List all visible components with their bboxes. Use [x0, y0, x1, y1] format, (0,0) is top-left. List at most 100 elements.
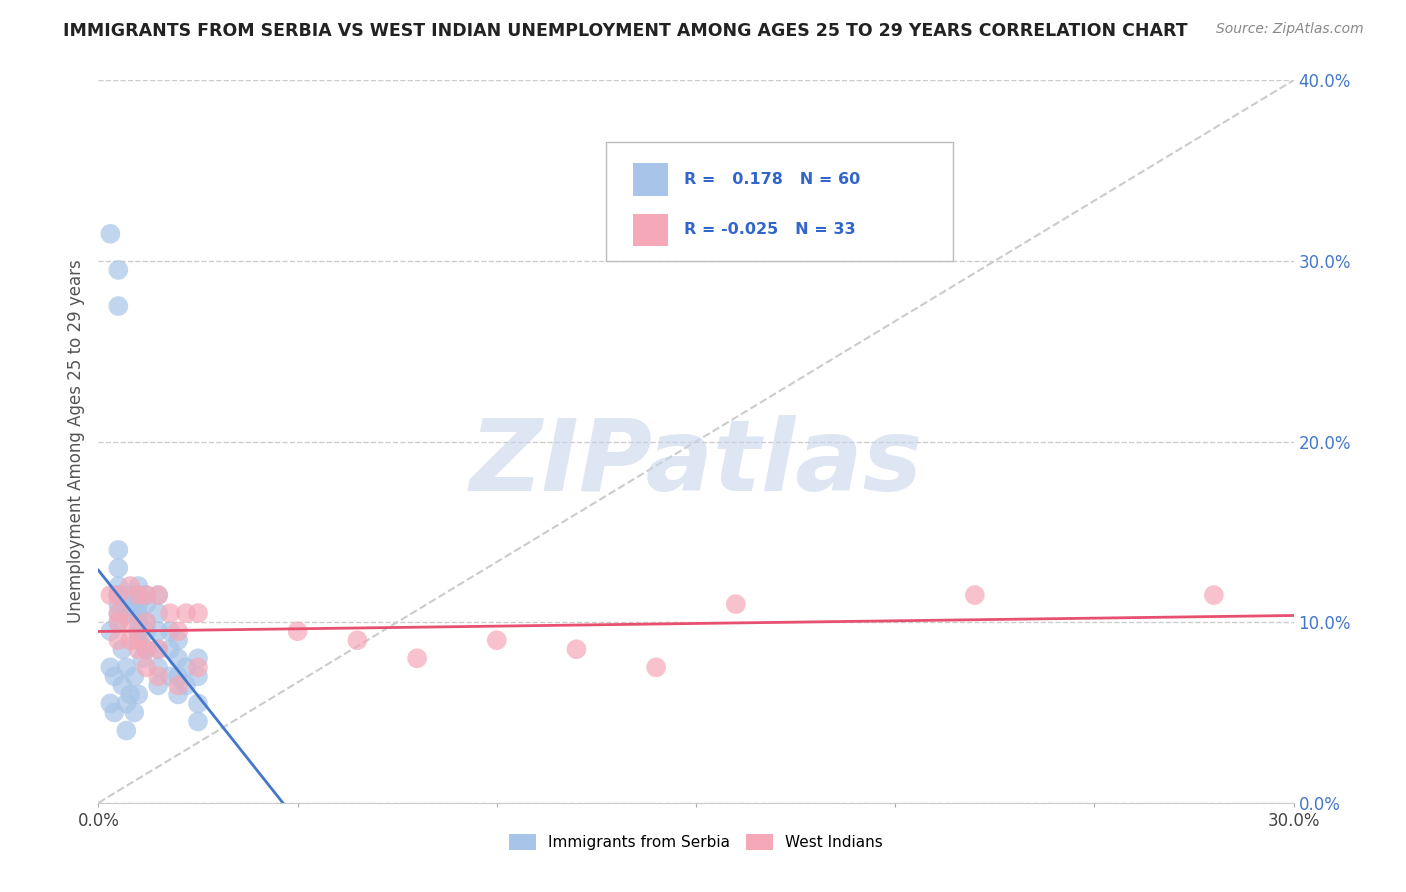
Point: [127, 624, 149, 639]
Point: [107, 588, 129, 602]
Point: [135, 642, 157, 657]
Point: [107, 588, 129, 602]
Point: [120, 615, 142, 630]
Point: [107, 542, 129, 557]
Point: [174, 660, 197, 674]
Point: [111, 678, 134, 692]
Text: Source: ZipAtlas.com: Source: ZipAtlas.com: [1216, 22, 1364, 37]
Text: R =   0.178   N = 60: R = 0.178 N = 60: [685, 172, 860, 186]
Point: [187, 669, 209, 683]
Point: [1202, 588, 1225, 602]
Point: [127, 606, 149, 620]
Point: [645, 660, 668, 674]
Point: [148, 660, 170, 674]
Point: [159, 642, 181, 657]
Point: [135, 588, 157, 602]
Point: [98, 588, 122, 602]
Y-axis label: Unemployment Among Ages 25 to 29 years: Unemployment Among Ages 25 to 29 years: [66, 260, 84, 624]
Point: [485, 633, 508, 648]
Point: [159, 669, 181, 683]
Point: [963, 588, 986, 602]
Point: [107, 615, 129, 630]
Point: [346, 633, 368, 648]
Point: [167, 633, 190, 648]
Point: [127, 633, 149, 648]
Bar: [633, 214, 668, 246]
Point: [107, 299, 129, 313]
Legend: Immigrants from Serbia, West Indians: Immigrants from Serbia, West Indians: [502, 829, 890, 856]
Point: [406, 651, 429, 665]
Point: [103, 706, 125, 720]
FancyBboxPatch shape: [606, 142, 953, 260]
Point: [135, 615, 157, 630]
Point: [148, 669, 170, 683]
Text: R = -0.025   N = 33: R = -0.025 N = 33: [685, 222, 856, 237]
Point: [187, 660, 209, 674]
Point: [167, 678, 190, 692]
Point: [174, 606, 197, 620]
Point: [120, 687, 142, 701]
Point: [135, 642, 157, 657]
Point: [98, 624, 122, 639]
Point: [131, 651, 153, 665]
Point: [107, 561, 129, 575]
Point: [115, 723, 138, 738]
Point: [120, 597, 142, 611]
Point: [107, 588, 129, 602]
Point: [174, 678, 197, 692]
Point: [135, 615, 157, 630]
Point: [724, 597, 747, 611]
Bar: [633, 163, 668, 196]
Point: [120, 579, 142, 593]
Point: [287, 624, 309, 639]
Point: [120, 606, 142, 620]
Point: [127, 687, 149, 701]
Point: [135, 588, 157, 602]
Point: [107, 579, 129, 593]
Point: [565, 642, 588, 657]
Point: [115, 660, 138, 674]
Point: [167, 651, 190, 665]
Point: [107, 633, 129, 648]
Point: [127, 615, 149, 630]
Point: [159, 624, 181, 639]
Point: [135, 660, 157, 674]
Point: [127, 633, 149, 648]
Point: [187, 651, 209, 665]
Point: [127, 588, 149, 602]
Point: [187, 714, 209, 729]
Point: [135, 597, 157, 611]
Point: [148, 588, 170, 602]
Point: [107, 263, 129, 277]
Point: [120, 588, 142, 602]
Point: [127, 579, 149, 593]
Point: [148, 678, 170, 692]
Point: [167, 624, 190, 639]
Point: [127, 642, 149, 657]
Point: [124, 706, 146, 720]
Point: [148, 642, 170, 657]
Point: [124, 669, 146, 683]
Point: [148, 642, 170, 657]
Point: [167, 669, 190, 683]
Point: [127, 588, 149, 602]
Point: [107, 597, 129, 611]
Text: ZIPatlas: ZIPatlas: [470, 415, 922, 512]
Point: [148, 624, 170, 639]
Point: [159, 606, 181, 620]
Text: IMMIGRANTS FROM SERBIA VS WEST INDIAN UNEMPLOYMENT AMONG AGES 25 TO 29 YEARS COR: IMMIGRANTS FROM SERBIA VS WEST INDIAN UN…: [63, 22, 1188, 40]
Point: [148, 606, 170, 620]
Point: [107, 606, 129, 620]
Point: [148, 588, 170, 602]
Point: [107, 615, 129, 630]
Point: [115, 697, 138, 711]
Point: [98, 697, 122, 711]
Point: [120, 633, 142, 648]
Point: [111, 642, 134, 657]
Point: [98, 227, 122, 241]
Point: [103, 669, 125, 683]
Point: [167, 687, 190, 701]
Point: [107, 606, 129, 620]
Point: [127, 597, 149, 611]
Point: [187, 606, 209, 620]
